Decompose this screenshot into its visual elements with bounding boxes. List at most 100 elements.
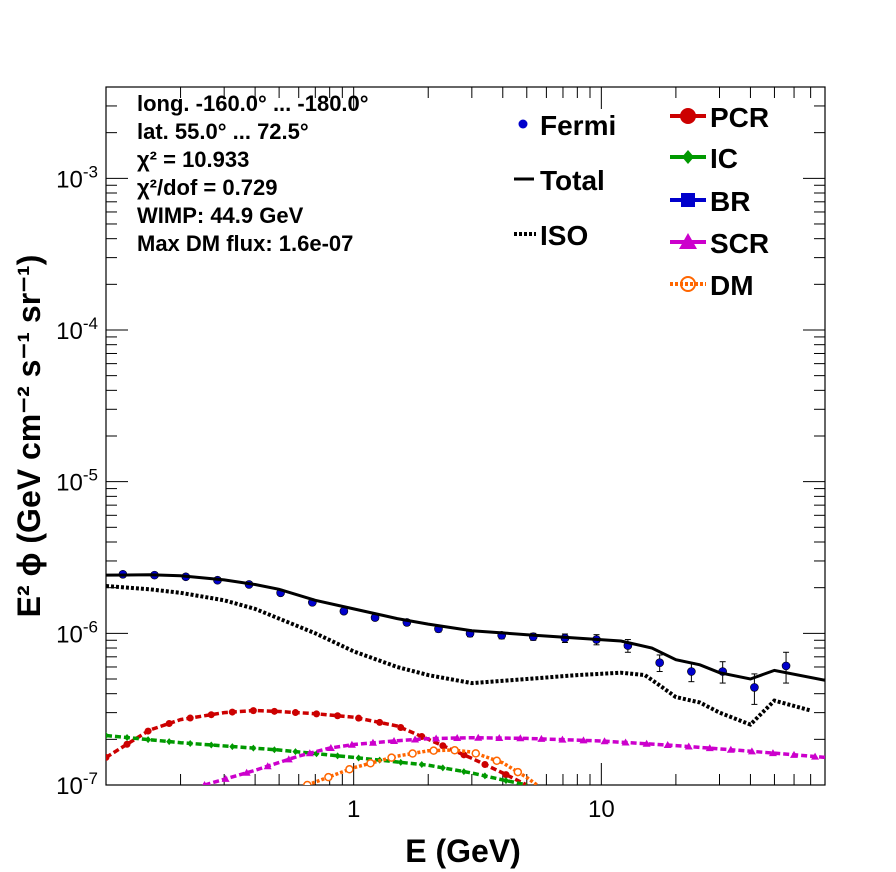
scr-marker [684, 742, 693, 750]
ic-marker [355, 754, 362, 762]
scr-marker [642, 739, 651, 747]
ic-marker [229, 743, 236, 751]
fermi-point [687, 667, 696, 676]
pcr-marker [334, 712, 342, 720]
dm-marker [408, 749, 417, 758]
y-axis-title: E² ϕ (GeV cm⁻² s⁻¹ sr⁻¹) [11, 255, 47, 618]
scr-marker [705, 744, 714, 752]
legend-marker-pcr [680, 108, 696, 124]
legend-marker-ic [682, 150, 694, 164]
pcr-marker [165, 719, 173, 727]
series-pcr [106, 707, 528, 785]
ic-marker [439, 764, 446, 772]
scr-marker [347, 740, 356, 748]
scr-marker [390, 736, 399, 744]
legend-entry-iso: ISO [514, 220, 588, 251]
ic-marker [502, 777, 509, 785]
legend-label-pcr: PCR [710, 102, 769, 133]
scr-marker [579, 736, 588, 744]
legend-entry-pcr: PCR [670, 102, 769, 133]
scr-marker [516, 734, 525, 742]
info-line-wimp: WIMP: 44.9 GeV [137, 203, 304, 228]
pcr-marker [144, 727, 152, 735]
fermi-point [655, 658, 664, 668]
scr-marker [202, 781, 207, 785]
pcr-marker [106, 753, 110, 761]
axis-ticks: 1 10 10-7 10-6 10-5 10-4 10-3 [56, 86, 826, 823]
legend-label-dm: DM [710, 270, 754, 301]
dm-marker [366, 758, 375, 768]
dm-marker [471, 749, 480, 758]
dm-marker [429, 746, 438, 755]
legend-label-fermi: Fermi [540, 110, 616, 141]
ic-line [106, 733, 528, 785]
pcr-marker [249, 707, 257, 715]
pcr-marker [228, 708, 236, 716]
pcr-marker [123, 740, 131, 748]
dm-marker [345, 765, 354, 774]
series-fermi [118, 570, 791, 705]
x-tick-label: 1 [347, 796, 360, 823]
dm-marker [450, 746, 459, 755]
scr-marker [411, 735, 420, 743]
series-layer [106, 570, 825, 785]
pcr-marker [291, 709, 299, 717]
pcr-marker [397, 723, 405, 731]
legend-marker-br [681, 193, 695, 207]
info-line-max-dm-flux: Max DM flux: 1.6e-07 [137, 231, 353, 256]
dm-marker [324, 772, 333, 782]
fermi-point [781, 661, 791, 671]
legend: Fermi Total ISO PCR IC BR SCR [514, 102, 769, 301]
scr-marker [453, 734, 462, 742]
info-line-chi2: χ² = 10.933 [137, 147, 249, 172]
total-line [106, 573, 825, 682]
iso-line [106, 584, 812, 727]
scr-marker [790, 750, 799, 758]
x-axis-title: E (GeV) [405, 833, 521, 869]
scr-marker [305, 749, 314, 757]
ic-marker [250, 744, 257, 752]
y-tick-label: 10-7 [56, 769, 98, 800]
pcr-marker [460, 751, 468, 759]
scr-marker [495, 734, 504, 742]
legend-entry-br: BR [670, 186, 750, 217]
info-box: long. -160.0° ... -180.0° lat. 55.0° ...… [137, 91, 369, 256]
y-tick-label: 10-6 [56, 617, 98, 648]
ic-marker [124, 734, 131, 742]
ic-marker [460, 768, 467, 776]
scr-marker [621, 738, 630, 746]
scr-marker [284, 755, 293, 763]
scr-marker [600, 737, 609, 745]
scr-marker [368, 738, 377, 746]
y-tick-label: 10-5 [56, 466, 98, 497]
legend-entry-scr: SCR [670, 228, 769, 259]
legend-label-iso: ISO [540, 220, 588, 251]
legend-label-ic: IC [710, 143, 738, 174]
ic-marker [292, 748, 299, 756]
ic-marker [418, 761, 425, 769]
legend-marker-dm [680, 276, 696, 292]
scr-marker [558, 735, 567, 743]
legend-marker-scr [679, 233, 697, 249]
pcr-marker [207, 711, 215, 719]
legend-label-br: BR [710, 186, 750, 217]
legend-marker-fermi [518, 119, 528, 129]
pcr-marker [502, 771, 510, 779]
dm-marker [303, 780, 312, 785]
x-tick-label: 10 [588, 796, 615, 823]
scr-marker [811, 752, 820, 760]
scr-marker [537, 734, 546, 742]
info-line-chi2-dof: χ²/dof = 0.729 [137, 175, 277, 200]
series-total [106, 573, 825, 682]
pcr-marker [355, 714, 363, 722]
series-ic [106, 732, 528, 785]
ic-marker [166, 738, 173, 746]
pcr-marker [270, 707, 278, 715]
scr-marker [663, 741, 672, 749]
ic-marker [481, 772, 488, 780]
ic-marker [208, 741, 215, 749]
ic-marker [187, 739, 194, 747]
fermi-point [750, 683, 759, 692]
y-tick-label: 10-3 [56, 162, 98, 193]
